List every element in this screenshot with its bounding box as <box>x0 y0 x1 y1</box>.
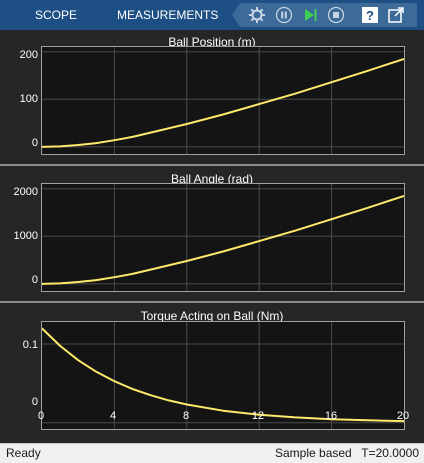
xtick-label: 4 <box>109 410 117 422</box>
ytick-label: 0 <box>31 137 38 149</box>
series-line <box>42 57 404 148</box>
stop-icon[interactable] <box>326 5 346 25</box>
status-bar: Ready Sample based T=20.0000 <box>0 443 424 463</box>
tab-measurements[interactable]: MEASUREMENTS <box>117 8 219 22</box>
ytick-label: 100 <box>19 93 38 105</box>
axes-torque[interactable] <box>41 321 405 430</box>
ytick-label: 200 <box>19 49 38 61</box>
ytick-label: 2000 <box>13 186 38 198</box>
ytick-label: 1000 <box>13 230 38 242</box>
tab-scope[interactable]: SCOPE <box>35 8 78 22</box>
chart-ball-position <box>42 47 404 154</box>
chart-ball-angle <box>42 184 404 291</box>
ytick-label: 0.1 <box>22 339 38 351</box>
help-icon[interactable]: ? <box>360 5 380 25</box>
series-line <box>42 327 404 423</box>
plot-title-torque: Torque Acting on Ball (Nm) <box>140 309 284 323</box>
xtick-label: 16 <box>324 410 338 422</box>
axes-ball-position[interactable] <box>41 46 405 155</box>
series-line <box>42 194 404 285</box>
svg-text:?: ? <box>366 8 374 23</box>
status-text: Ready <box>6 446 41 460</box>
step-forward-icon[interactable] <box>300 5 320 25</box>
simulation-time: T=20.0000 <box>361 446 419 460</box>
plot-title-ball-position: Ball Position (m) <box>168 35 256 49</box>
axes-ball-angle[interactable] <box>41 183 405 292</box>
xtick-label: 8 <box>182 410 190 422</box>
ytick-label: 0 <box>31 274 38 286</box>
toolstrip: SCOPE MEASUREMENTS ? <box>0 0 424 30</box>
plot-title-ball-angle: Ball Angle (rad) <box>170 172 254 186</box>
plot-divider[interactable] <box>0 164 424 166</box>
ytick-label: 0 <box>31 396 38 408</box>
plot-divider[interactable] <box>0 301 424 303</box>
pause-icon[interactable] <box>274 5 294 25</box>
chart-torque <box>42 322 404 429</box>
sample-mode: Sample based <box>275 446 352 460</box>
xtick-label: 0 <box>37 410 45 422</box>
settings-icon[interactable] <box>247 5 267 25</box>
undock-icon[interactable] <box>386 5 406 25</box>
xtick-label: 12 <box>251 410 265 422</box>
xtick-label: 20 <box>396 410 410 422</box>
